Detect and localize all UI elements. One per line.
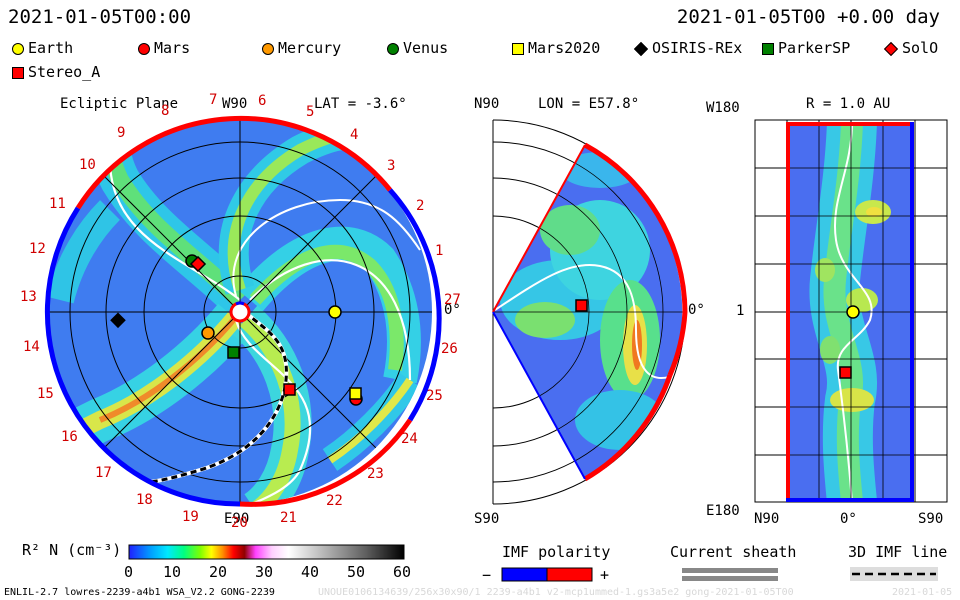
carrington-tick-10: 10 xyxy=(79,157,96,173)
carrington-tick-3: 3 xyxy=(387,158,396,174)
carrington-tick-8: 8 xyxy=(161,103,170,119)
mercury-marker-icon xyxy=(201,326,215,340)
panel3-bottom-left: E180 xyxy=(706,503,740,519)
venus-marker-icon xyxy=(387,42,399,55)
earth-1au-marker-icon xyxy=(846,305,860,319)
colorbar-label: R² N (cm⁻³) xyxy=(22,541,122,559)
panel3-x-label-s90: S90 xyxy=(918,511,944,527)
footer-model: ENLIL-2.7 lowres-2239-a4b1 WSA_V2.2 GONG… xyxy=(4,587,275,598)
imf-polarity-label: IMF polarity xyxy=(502,543,611,561)
mars2020-marker-icon xyxy=(512,42,524,55)
current-sheath-swatch xyxy=(682,568,778,581)
panel1-lat: LAT = -3.6° xyxy=(314,96,407,112)
legend-mars: Mars xyxy=(138,39,190,57)
carrington-tick-6: 6 xyxy=(258,93,267,109)
carrington-tick-17: 17 xyxy=(95,465,112,481)
carrington-tick-5: 5 xyxy=(306,104,315,120)
carrington-tick-25: 25 xyxy=(426,388,443,404)
panel3-x-label-0: 0° xyxy=(840,511,857,527)
density-colorbar xyxy=(128,544,405,560)
carrington-tick-24: 24 xyxy=(401,431,418,447)
carrington-tick-11: 11 xyxy=(49,196,66,212)
colorbar-tick-30: 30 xyxy=(255,563,274,581)
carrington-tick-7: 7 xyxy=(209,92,218,108)
footer-date: 2021-01-05 xyxy=(892,587,953,598)
colorbar-tick-60: 60 xyxy=(393,563,412,581)
mars-marker-icon xyxy=(138,42,150,55)
carrington-tick-2: 2 xyxy=(416,198,425,214)
datetime-left: 2021-01-05T00:00 xyxy=(8,6,192,28)
imf-polarity-plus: + xyxy=(600,566,610,584)
footer-run-id: UNOUE0106134639/256x30x90/1 2239-a4b1 v2… xyxy=(318,587,794,598)
parkersp-marker-icon xyxy=(762,42,774,55)
legend-earth: Earth xyxy=(12,39,73,57)
panel2-right-label: 0° xyxy=(688,302,705,318)
stereo-a-marker-icon xyxy=(12,66,24,79)
carrington-tick-21: 21 xyxy=(280,510,297,526)
carrington-tick-26: 26 xyxy=(441,341,458,357)
legend-mars2020: Mars2020 xyxy=(512,39,600,57)
imf-polarity-minus: − xyxy=(482,566,492,584)
mars2020-marker-icon xyxy=(349,387,362,400)
carrington-tick-23: 23 xyxy=(367,466,384,482)
panel2-lon: LON = E57.8° xyxy=(538,96,640,112)
carrington-tick-13: 13 xyxy=(20,289,37,305)
panel3-top-left: W180 xyxy=(706,100,740,116)
stereo-a-1au-marker-icon xyxy=(839,366,852,379)
carrington-tick-15: 15 xyxy=(37,386,54,402)
sun-icon xyxy=(229,301,251,323)
carrington-tick-20: 20 xyxy=(231,515,248,531)
panel3-radius: R = 1.0 AU xyxy=(806,96,891,112)
legend-venus: Venus xyxy=(387,39,448,57)
legend-mercury: Mercury xyxy=(262,39,341,57)
panel3-x-label-n90: N90 xyxy=(754,511,780,527)
ecliptic-polarity-ring xyxy=(44,115,442,507)
imf-3d-line-label: 3D IMF line xyxy=(848,543,948,561)
meridional-density-map xyxy=(492,119,688,505)
panel1-right-label: 0° xyxy=(444,302,461,318)
stereo-a-marker-icon xyxy=(283,383,296,396)
datetime-right: 2021-01-05T00 +0.00 day xyxy=(676,6,940,28)
panel1-title: Ecliptic Plane xyxy=(60,96,179,112)
colorbar-tick-0: 0 xyxy=(124,563,134,581)
solo-marker-icon xyxy=(189,255,207,273)
carrington-tick-22: 22 xyxy=(326,493,343,509)
carrington-tick-12: 12 xyxy=(29,241,46,257)
legend-solo: SolO xyxy=(883,39,938,57)
panel1-top-label: W90 xyxy=(222,96,248,112)
colorbar-tick-40: 40 xyxy=(301,563,320,581)
carrington-tick-9: 9 xyxy=(117,125,126,141)
carrington-tick-16: 16 xyxy=(61,429,78,445)
legend-osiris-rex: OSIRIS-REx xyxy=(633,39,742,57)
panel1-bottom-label: E90 xyxy=(224,511,250,527)
stereo-a-meridional-marker-icon xyxy=(575,299,588,312)
carrington-tick-14: 14 xyxy=(23,339,40,355)
parkersp-marker-icon xyxy=(227,346,240,359)
carrington-tick-4: 4 xyxy=(350,127,359,143)
carrington-tick-27: 27 xyxy=(444,292,461,308)
panel2-bottom-left: S90 xyxy=(474,511,500,527)
carrington-tick-19: 19 xyxy=(182,509,199,525)
radius-density-map xyxy=(754,119,948,503)
carrington-tick-18: 18 xyxy=(136,492,153,508)
imf-3d-line-swatch xyxy=(850,567,938,581)
carrington-tick-1: 1 xyxy=(435,243,444,259)
colorbar-tick-50: 50 xyxy=(347,563,366,581)
colorbar-tick-10: 10 xyxy=(163,563,182,581)
earth-marker-icon xyxy=(12,42,24,55)
panel3-mid-left: 1 xyxy=(736,303,745,319)
panel2-top-left: N90 xyxy=(474,96,500,112)
earth-marker-icon xyxy=(328,305,342,319)
imf-polarity-bar xyxy=(501,567,593,582)
colorbar-tick-20: 20 xyxy=(209,563,228,581)
osiris-rex-marker-icon xyxy=(110,312,126,329)
legend-stereo-a: Stereo_A xyxy=(12,63,100,81)
current-sheath-label: Current sheath xyxy=(670,543,797,561)
legend-parkersp: ParkerSP xyxy=(762,39,850,57)
mercury-marker-icon xyxy=(262,42,274,55)
